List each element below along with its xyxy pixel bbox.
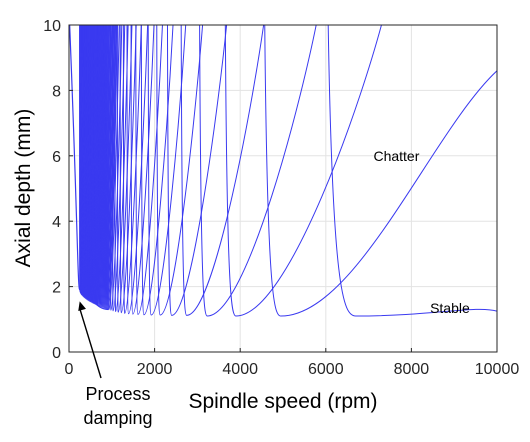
chatter-region-label: Chatter: [373, 148, 419, 164]
lobe-curve: [135, 25, 163, 315]
lobe-envelope: [69, 25, 109, 311]
process-damping-label-line2: damping: [83, 408, 152, 428]
lobe-curve: [119, 25, 137, 314]
y-tick-label: 4: [52, 214, 61, 231]
lobe-curve: [122, 25, 142, 314]
process-damping-arrowhead: [78, 301, 86, 312]
y-tick-label: 8: [52, 83, 61, 100]
x-axis-ticks: 0 2000 4000 6000 8000 10000: [65, 348, 520, 378]
lobe-curve: [103, 25, 114, 309]
lobe-curve: [102, 25, 112, 309]
lobe-curve: [140, 25, 174, 316]
plot-frame: [68, 24, 498, 353]
lobe-curve: [101, 25, 112, 308]
x-tick-label: 6000: [308, 361, 344, 378]
y-tick-label: 6: [52, 149, 61, 166]
y-tick-label: 10: [43, 18, 61, 35]
x-tick-label: 4000: [222, 361, 258, 378]
y-axis-label: Axial depth (mm): [12, 109, 35, 268]
lobe-curve: [102, 25, 113, 309]
lobe-curve: [130, 25, 155, 315]
x-tick-label: 2000: [137, 361, 173, 378]
lobe-curve: [166, 25, 228, 316]
lobe-curve: [101, 25, 111, 308]
stability-lobes: [69, 25, 497, 317]
stable-region-label: Stable: [430, 300, 470, 316]
lobe-curve: [264, 25, 497, 317]
lobe-curve: [199, 25, 317, 317]
lobe-curve: [156, 25, 204, 316]
lobe-curve: [103, 25, 115, 309]
y-tick-label: 2: [52, 280, 61, 297]
grid-lines: [68, 24, 498, 353]
lobe-curve: [103, 25, 114, 309]
x-tick-label: 8000: [394, 361, 430, 378]
y-axis-ticks: 0 2 4 6 8 10: [43, 18, 73, 362]
lobe-curve: [180, 25, 265, 316]
lobe-curve: [147, 25, 187, 316]
lobe-curve: [100, 25, 111, 308]
lobe-curve: [116, 25, 133, 313]
lobe-curve: [126, 25, 149, 315]
y-tick-label: 0: [52, 345, 61, 362]
process-damping-arrow: [79, 308, 102, 379]
x-axis-label: Spindle speed (rpm): [188, 390, 377, 413]
x-tick-label: 0: [65, 361, 74, 378]
process-damping-label-line1: Process: [85, 384, 150, 404]
lobe-curve: [104, 25, 115, 310]
x-tick-label: 10000: [475, 361, 520, 378]
lobe-curve: [327, 25, 497, 317]
